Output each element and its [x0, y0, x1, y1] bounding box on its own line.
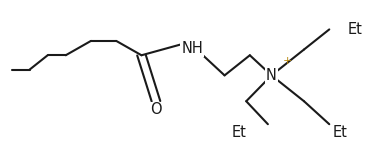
Text: Et: Et: [347, 22, 362, 37]
Text: N: N: [266, 68, 277, 83]
Text: NH: NH: [181, 41, 203, 56]
Text: Et: Et: [232, 125, 246, 140]
Text: Et: Et: [333, 125, 348, 140]
Text: O: O: [150, 102, 162, 117]
Text: +: +: [283, 56, 292, 66]
